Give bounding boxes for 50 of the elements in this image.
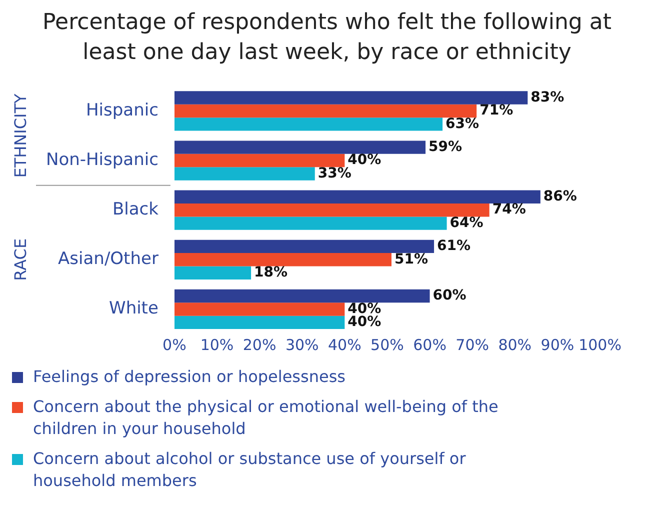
bar [174,253,392,266]
data-label: 86% [543,188,577,205]
x-tick-label: 0% [162,336,186,354]
data-label: 18% [254,264,288,281]
bar [174,91,528,104]
bar [174,190,540,204]
x-tick-label: 30% [285,336,319,354]
legend-label: Feelings of depression or hopelessness [33,366,346,388]
text: ETHNICITY [11,94,30,178]
data-label: 61% [437,238,471,254]
x-tick-label: 80% [498,336,532,354]
bar [174,316,345,330]
bar [174,167,315,180]
y-tick-label: Asian/Other [58,249,158,270]
data-label: 63% [446,116,480,132]
data-label: 83% [530,89,564,106]
legend-label: Concern about the physical or emotional well-being of the children in your household [33,396,500,440]
x-tick-label: 20% [242,336,276,354]
data-label: 71% [480,102,514,119]
bar [174,140,426,154]
x-tick-label: 60% [413,336,446,354]
y-tick-label: Hispanic [86,100,158,120]
data-label: 74% [492,202,526,218]
text: RACE [11,238,30,281]
bar [174,203,490,217]
bar [174,216,447,230]
data-label: 51% [394,251,428,268]
x-tick-label: 100% [578,336,622,354]
data-label: 64% [450,214,484,231]
y-tick-label: Black [112,200,159,220]
bar [174,104,477,118]
chart-title: Percentage of respondents who felt the following at least one day last week, by race or ethnicity [42,9,612,67]
data-label: 40% [348,300,382,317]
x-tick-label: 70% [456,336,490,354]
x-tick-label: 90% [540,336,574,354]
bar [174,289,430,303]
bar [174,302,345,316]
data-label: 59% [428,138,462,155]
x-tick-label: 40% [328,336,362,354]
data-label: 40% [348,314,382,330]
bar [174,118,443,131]
bar [174,240,434,254]
legend-label: Concern about alcohol or substance use of yourself or household members [33,448,467,492]
y-tick-label: Non-Hispanic [46,150,158,170]
bar [174,266,252,280]
y-tick-label: White [109,298,158,319]
x-tick-label: 10% [200,336,234,354]
data-label: 60% [432,288,466,304]
x-tick-label: 50% [370,336,404,354]
bar [174,154,345,168]
